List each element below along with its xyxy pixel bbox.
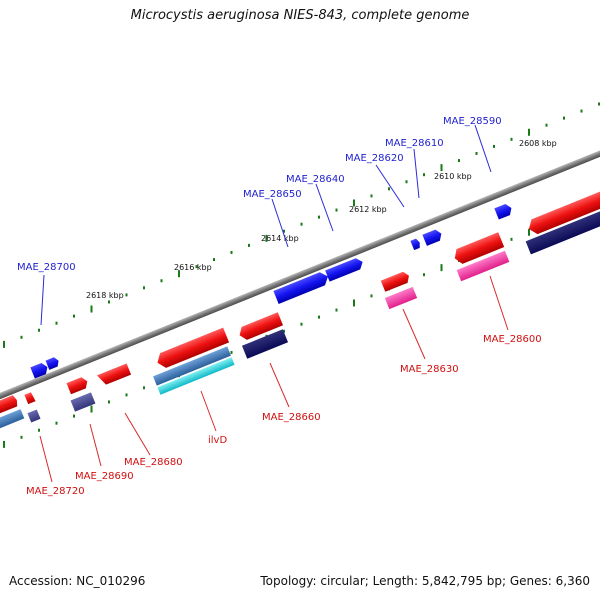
- gene-mae-28660-arrow[interactable]: [237, 312, 284, 341]
- gene-label-mae-28690[interactable]: MAE_28690: [75, 471, 134, 482]
- gene-ilvd-bar-steel[interactable]: [153, 346, 231, 386]
- gene-right-edge-arrow[interactable]: [526, 187, 600, 237]
- gene-left-edge-arrow[interactable]: [0, 394, 19, 420]
- gene-mae-28720-arrow[interactable]: [24, 392, 36, 405]
- leader-line: [402, 308, 426, 360]
- gene-mae-28650-arrow[interactable]: [273, 270, 330, 304]
- gene-mae-28680-arrow[interactable]: [96, 363, 132, 386]
- gene-mae-28630-arrow[interactable]: [380, 270, 411, 292]
- gene-right-edge-bar[interactable]: [525, 205, 600, 255]
- genome-info-text: Topology: circular; Length: 5,842,795 bp…: [260, 574, 590, 588]
- gene-mae-28630-bar[interactable]: [384, 286, 418, 310]
- leader-line: [271, 198, 289, 248]
- genome-backbone: [0, 127, 600, 403]
- gene-mae-28720-bar[interactable]: [27, 409, 41, 423]
- scale-label: 2608 kbp: [519, 139, 557, 148]
- leader-line: [474, 124, 492, 173]
- leader-line: [124, 412, 151, 456]
- gene-ilvd-arrow[interactable]: [154, 327, 230, 371]
- gene-ilvd-bar-cyan[interactable]: [157, 357, 235, 395]
- gene-mae-28690-arrow[interactable]: [66, 376, 89, 395]
- scale-label: 2610 kbp: [434, 172, 472, 181]
- upper-tick-row: [3, 102, 600, 348]
- scale-label: 2616 kbp: [174, 263, 212, 272]
- gene-mae-28640-arrow[interactable]: [325, 256, 365, 282]
- gene-label-mae-28640[interactable]: MAE_28640: [286, 174, 345, 185]
- gene-mae-28660-bar[interactable]: [241, 329, 289, 359]
- gene-mae-28600-arrow[interactable]: [452, 232, 505, 266]
- gene-label-mae-28720[interactable]: MAE_28720: [26, 486, 85, 497]
- leader-line: [315, 183, 334, 232]
- gene-label-mae-28590[interactable]: MAE_28590: [443, 116, 502, 127]
- leader-line: [413, 148, 420, 199]
- leader-line: [200, 390, 217, 432]
- gene-mae-28590-arrow[interactable]: [494, 202, 513, 220]
- gene-label-ilvd[interactable]: ilvD: [208, 435, 227, 446]
- accession-text: Accession: NC_010296: [9, 574, 146, 588]
- scale-label: 2618 kbp: [86, 291, 124, 300]
- leader-line: [375, 164, 405, 208]
- gene-left-edge-bar[interactable]: [0, 409, 25, 435]
- gene-label-mae-28610[interactable]: MAE_28610: [385, 138, 444, 149]
- map-title: Microcystis aeruginosa NIES-843, complet…: [130, 8, 470, 23]
- gene-label-mae-28660[interactable]: MAE_28660: [262, 412, 321, 423]
- leader-line: [40, 274, 45, 326]
- leader-line: [89, 423, 102, 467]
- gene-label-mae-28680[interactable]: MAE_28680: [124, 457, 183, 468]
- gene-mae-28620-arrow[interactable]: [410, 238, 421, 251]
- leader-line: [489, 275, 509, 331]
- scale-label: 2612 kbp: [349, 205, 387, 214]
- gene-label-mae-28650[interactable]: MAE_28650: [243, 189, 302, 200]
- gene-mae-28700-arrow[interactable]: [30, 361, 49, 379]
- gene-label-mae-28700[interactable]: MAE_28700: [17, 262, 76, 273]
- gene-mae-28700b-arrow[interactable]: [45, 356, 61, 370]
- gene-label-mae-28620[interactable]: MAE_28620: [345, 153, 404, 164]
- gene-mae-28600-bar[interactable]: [456, 250, 510, 282]
- scale-label: 2614 kbp: [261, 234, 299, 243]
- gene-mae-28690-bar[interactable]: [70, 392, 96, 412]
- leader-line: [39, 435, 53, 483]
- gene-label-mae-28630[interactable]: MAE_28630: [400, 364, 459, 375]
- gene-label-mae-28600[interactable]: MAE_28600: [483, 334, 542, 345]
- gene-mae-28610-arrow[interactable]: [422, 228, 443, 246]
- leader-line: [269, 362, 290, 408]
